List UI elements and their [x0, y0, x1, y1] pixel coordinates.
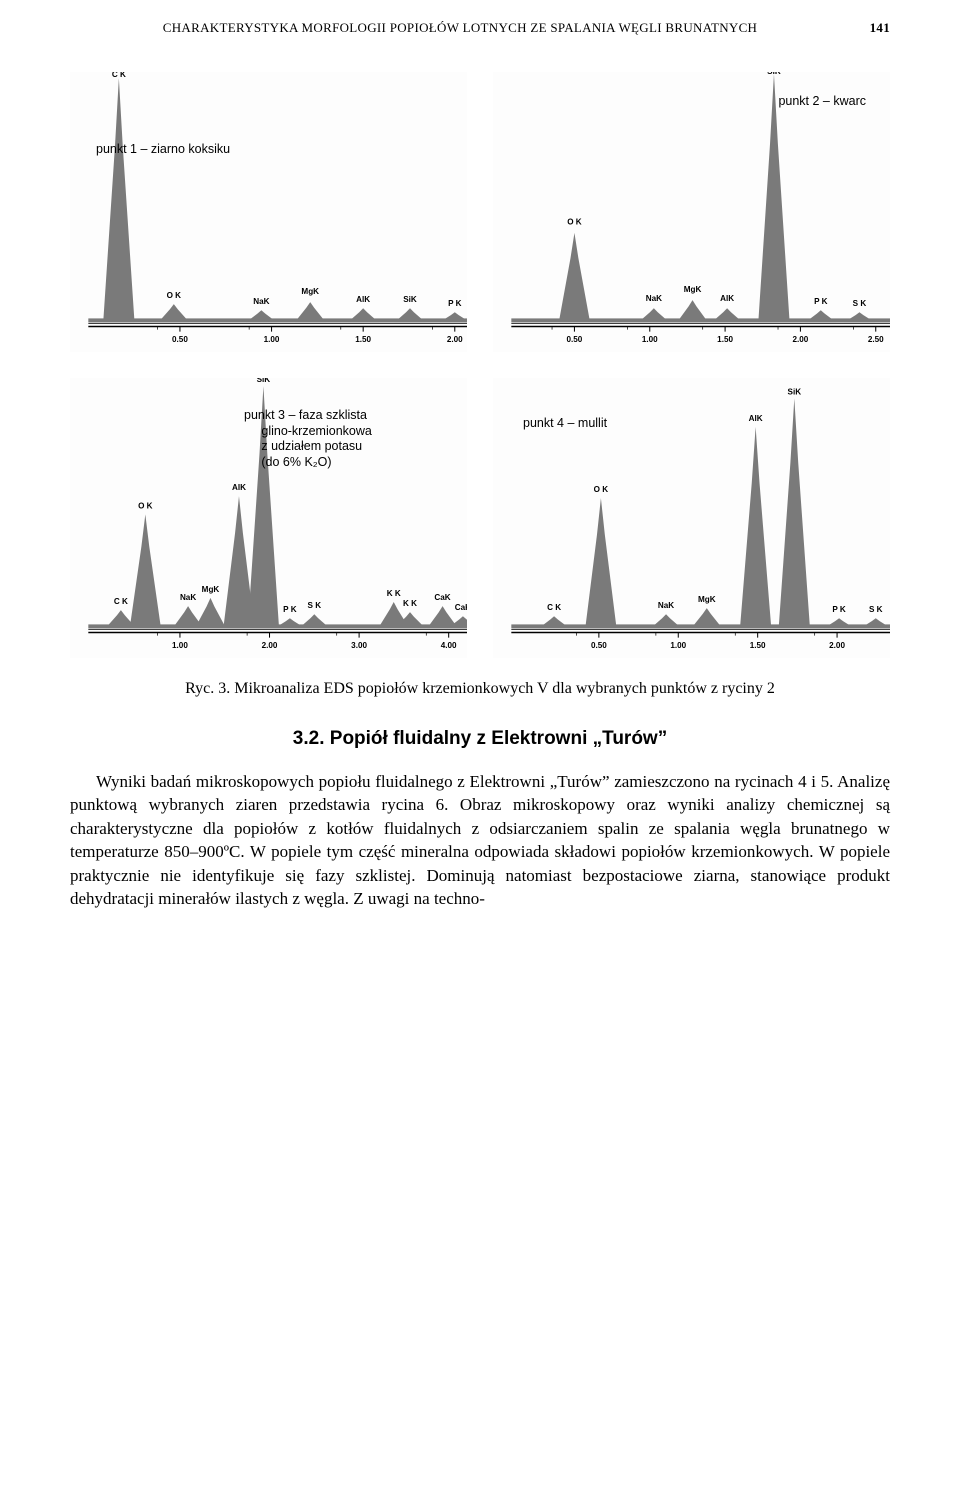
eds-chart-3: C K O K NaK MgK AlK SiK P K S K K KK K CaK CaK 1.00…	[70, 378, 467, 658]
svg-text:CaK: CaK	[455, 603, 467, 612]
svg-text:P K: P K	[448, 299, 462, 308]
running-head-title: CHARAKTERYSTYKA MORFOLOGII POPIOŁÓW LOTN…	[70, 20, 850, 36]
svg-text:2.50: 2.50	[868, 335, 884, 344]
svg-text:2.00: 2.00	[793, 335, 809, 344]
body-paragraph: Wyniki badań mikroskopowych popiołu flui…	[70, 770, 890, 911]
svg-text:P K: P K	[814, 297, 828, 306]
running-head: CHARAKTERYSTYKA MORFOLOGII POPIOŁÓW LOTN…	[70, 20, 890, 36]
svg-text:2.00: 2.00	[262, 641, 278, 650]
svg-text:2.00: 2.00	[829, 641, 845, 650]
svg-text:4.00: 4.00	[441, 641, 457, 650]
svg-text:1.00: 1.00	[264, 335, 280, 344]
svg-text:C K: C K	[112, 72, 126, 79]
svg-text:SiK: SiK	[257, 378, 271, 384]
svg-text:NaK: NaK	[180, 593, 196, 602]
chart-annotation: punkt 3 – faza szklista glino-krzemionko…	[244, 408, 372, 471]
svg-text:2.00: 2.00	[447, 335, 463, 344]
svg-text:SiK: SiK	[767, 72, 781, 76]
svg-text:1.50: 1.50	[717, 335, 733, 344]
figure-caption: Ryc. 3. Mikroanaliza EDS popiołów krzemi…	[70, 680, 890, 698]
svg-text:1.50: 1.50	[750, 641, 766, 650]
eds-chart-4: C K O K NaK MgK AlK SiK P K S K 0.50 1.00 1.50 2.00…	[493, 378, 890, 658]
svg-text:O K: O K	[594, 485, 609, 494]
svg-text:CaK: CaK	[434, 593, 450, 602]
svg-text:S K: S K	[853, 299, 867, 308]
svg-text:1.00: 1.00	[642, 335, 658, 344]
svg-text:0.50: 0.50	[567, 335, 583, 344]
svg-text:S K: S K	[308, 601, 322, 610]
chart-annotation: punkt 1 – ziarno koksiku	[96, 142, 230, 158]
chart-annotation: punkt 4 – mullit	[523, 416, 607, 432]
svg-text:O K: O K	[138, 501, 153, 510]
svg-text:0.50: 0.50	[591, 641, 607, 650]
svg-text:C K: C K	[114, 597, 128, 606]
svg-text:P K: P K	[832, 605, 846, 614]
svg-text:SiK: SiK	[788, 387, 802, 396]
svg-text:MgK: MgK	[202, 585, 220, 594]
svg-text:O K: O K	[567, 218, 582, 227]
svg-text:AlK: AlK	[720, 294, 734, 303]
svg-text:3.00: 3.00	[351, 641, 367, 650]
eds-chart-grid: C K O K NaK MgK AlK SiK P K 0.50 1.00 1.50 2.00 pun…	[70, 72, 890, 658]
svg-text:NaK: NaK	[658, 601, 674, 610]
svg-text:MgK: MgK	[684, 285, 702, 294]
svg-text:1.50: 1.50	[355, 335, 371, 344]
svg-text:MgK: MgK	[301, 287, 319, 296]
svg-text:0.50: 0.50	[172, 335, 188, 344]
section-heading: 3.2. Popiół fluidalny z Elektrowni „Turó…	[70, 728, 890, 750]
eds-chart-2: O K NaK MgK AlK SiK P K S K 0.50 1.00 1.50 2.00 2.5…	[493, 72, 890, 352]
svg-text:S K: S K	[869, 605, 883, 614]
svg-text:1.00: 1.00	[670, 641, 686, 650]
svg-text:SiK: SiK	[403, 295, 417, 304]
page-number: 141	[850, 20, 890, 36]
svg-text:O K: O K	[167, 291, 182, 300]
svg-text:AlK: AlK	[232, 483, 246, 492]
svg-text:MgK: MgK	[698, 595, 716, 604]
svg-text:P K: P K	[283, 605, 297, 614]
svg-text:K K: K K	[403, 599, 417, 608]
svg-text:K K: K K	[387, 589, 401, 598]
svg-text:C K: C K	[547, 603, 561, 612]
svg-text:NaK: NaK	[646, 294, 662, 303]
svg-text:AlK: AlK	[356, 295, 370, 304]
svg-text:AlK: AlK	[749, 414, 763, 423]
svg-text:1.00: 1.00	[172, 641, 188, 650]
chart-annotation: punkt 2 – kwarc	[778, 94, 866, 110]
svg-text:NaK: NaK	[253, 297, 269, 306]
eds-chart-1: C K O K NaK MgK AlK SiK P K 0.50 1.00 1.50 2.00 pun…	[70, 72, 467, 352]
